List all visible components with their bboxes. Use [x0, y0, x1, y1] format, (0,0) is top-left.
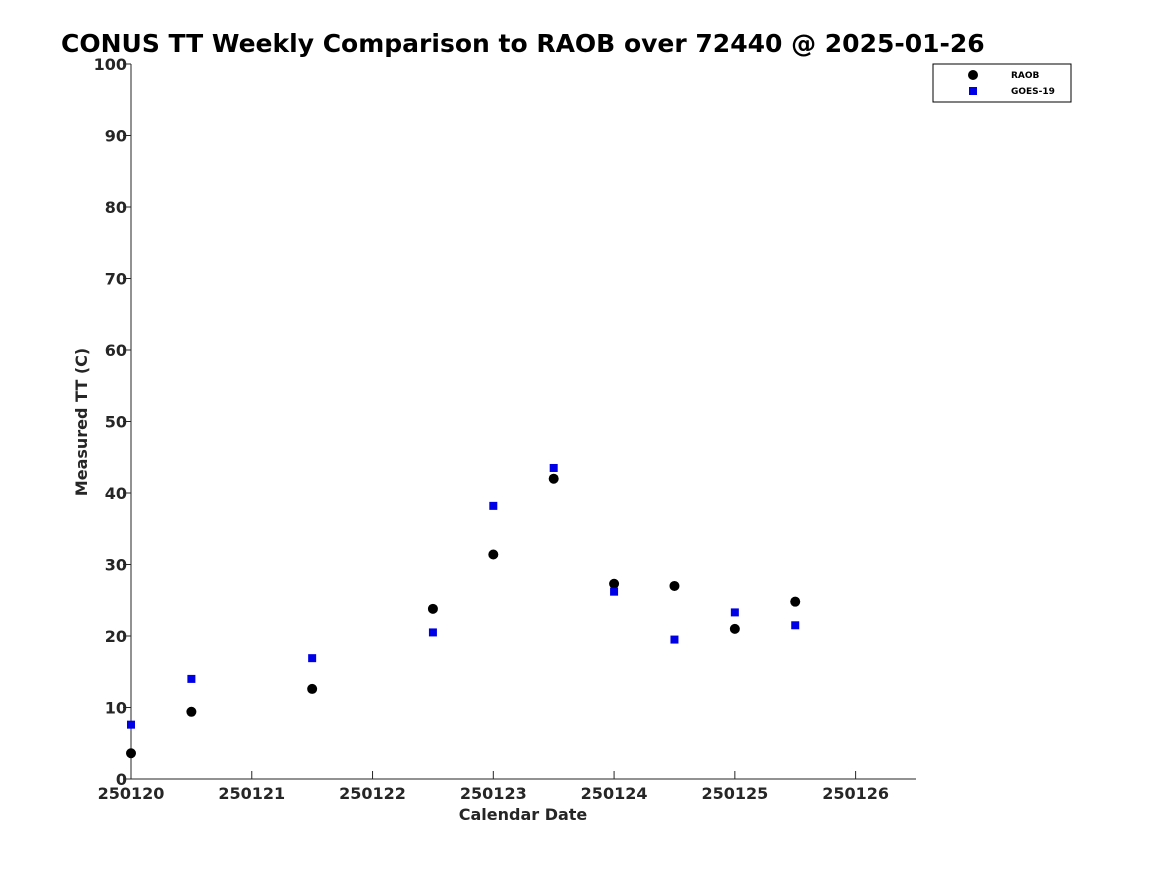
x-tick-label: 250125 — [701, 784, 768, 803]
data-point-goes-19 — [549, 463, 558, 472]
data-point-raob — [427, 603, 438, 614]
data-point-goes-19 — [127, 720, 135, 729]
y-ticks: 0 10 20 30 40 50 60 70 80 90 100 — [94, 55, 131, 789]
data-point-raob — [669, 580, 680, 591]
data-point-goes-19 — [489, 501, 498, 510]
x-tick-label: 250122 — [339, 784, 406, 803]
legend-label-raob: RAOB — [1011, 71, 1040, 81]
y-tick-label: 90 — [105, 127, 127, 146]
y-tick-label: 80 — [105, 198, 127, 217]
data-point-raob — [609, 578, 620, 589]
x-axis-label: Calendar Date — [459, 805, 588, 824]
chart-title: CONUS TT Weekly Comparison to RAOB over … — [61, 29, 985, 58]
x-tick-label: 250123 — [460, 784, 527, 803]
legend-box — [932, 63, 1072, 103]
data-point-raob — [307, 683, 318, 694]
x-tick-label: 250124 — [581, 784, 648, 803]
legend-marker-goes — [969, 87, 977, 95]
axes — [130, 64, 916, 780]
x-tick-label: 250121 — [218, 784, 285, 803]
y-tick-label: 40 — [105, 484, 127, 503]
x-ticks: 250120 250121 250122 250123 250124 250125 2501… — [98, 771, 889, 803]
legend-marker-raob — [968, 70, 978, 80]
y-tick-label: 100 — [94, 55, 127, 74]
legend: RAOB GOES-19 — [932, 63, 1072, 103]
data-point-goes-19 — [428, 628, 437, 637]
data-point-raob — [729, 623, 740, 634]
data-point-raob — [488, 549, 499, 560]
data-point-goes-19 — [308, 654, 317, 663]
y-tick-label: 20 — [105, 627, 127, 646]
legend-label-goes: GOES-19 — [1011, 87, 1055, 97]
y-axis-label: Measured TT (C) — [72, 348, 91, 496]
y-tick-label: 30 — [105, 556, 127, 575]
y-tick-label: 50 — [105, 413, 127, 432]
data-points — [126, 463, 801, 759]
data-point-raob — [186, 706, 197, 717]
data-point-raob — [126, 748, 136, 759]
data-point-goes-19 — [730, 608, 739, 617]
y-tick-label: 70 — [105, 270, 127, 289]
y-tick-label: 0 — [116, 770, 127, 789]
data-point-raob — [548, 473, 559, 484]
x-tick-label: 250126 — [822, 784, 889, 803]
x-tick-label: 250120 — [98, 784, 165, 803]
y-tick-label: 10 — [105, 699, 127, 718]
data-point-goes-19 — [791, 621, 800, 630]
y-tick-label: 60 — [105, 341, 127, 360]
data-point-goes-19 — [610, 587, 619, 596]
data-point-goes-19 — [187, 674, 196, 683]
data-point-raob — [790, 596, 801, 607]
data-point-goes-19 — [670, 635, 679, 644]
